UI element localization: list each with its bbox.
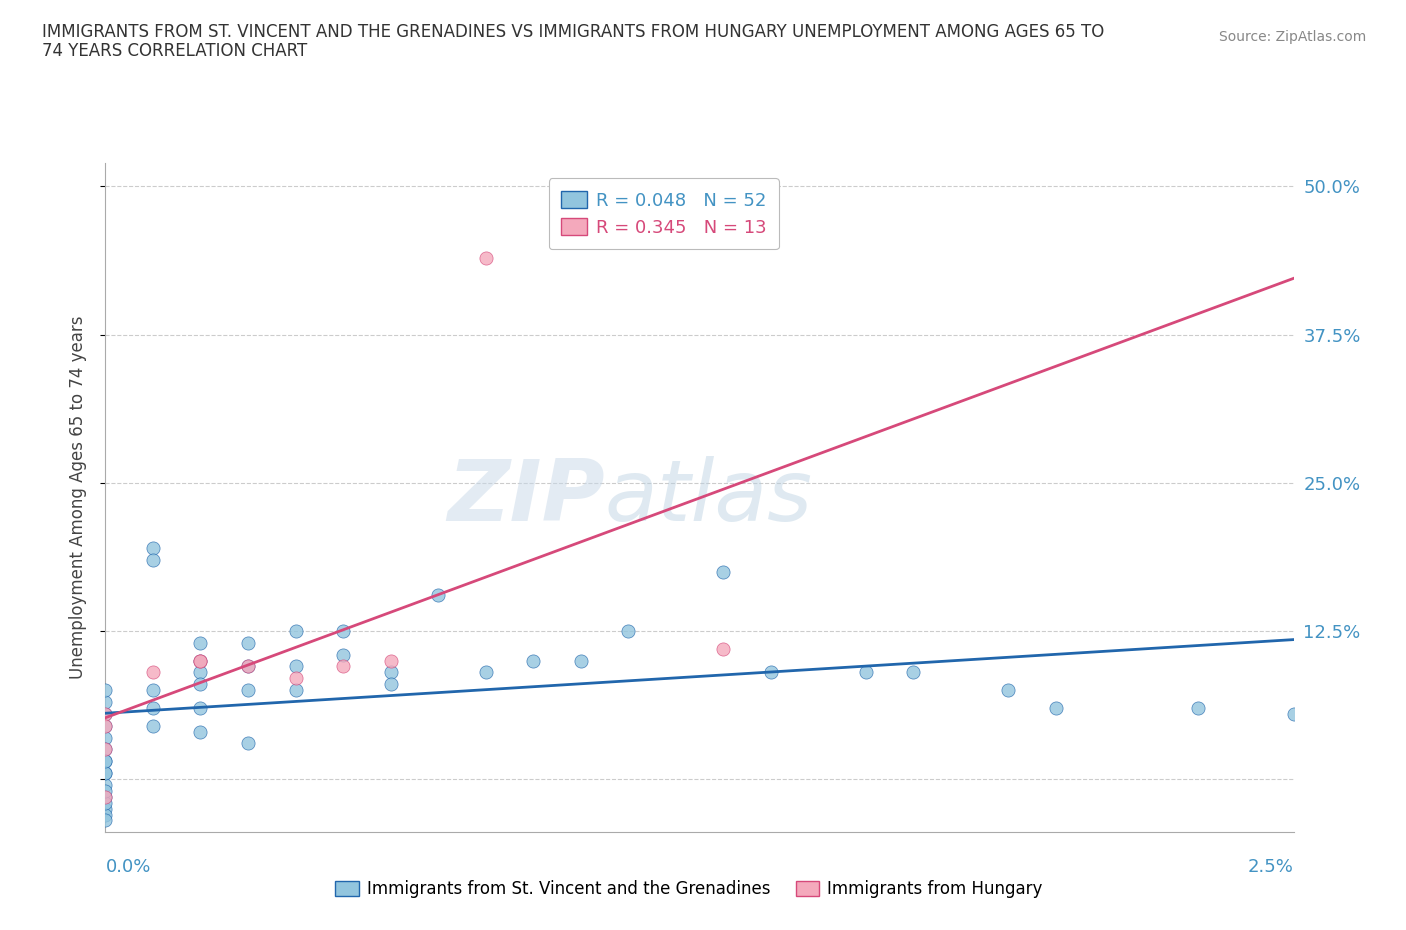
Point bbox=[94, 695, 117, 710]
Point bbox=[94, 707, 117, 722]
Point bbox=[522, 653, 544, 668]
Point bbox=[94, 742, 117, 757]
Point bbox=[711, 565, 734, 579]
Point bbox=[94, 783, 117, 798]
Point bbox=[94, 777, 117, 792]
Point bbox=[190, 724, 212, 739]
Text: atlas: atlas bbox=[605, 456, 813, 539]
Point bbox=[94, 790, 117, 804]
Point bbox=[94, 813, 117, 828]
Text: 2.5%: 2.5% bbox=[1247, 857, 1294, 876]
Y-axis label: Unemployment Among Ages 65 to 74 years: Unemployment Among Ages 65 to 74 years bbox=[69, 316, 87, 679]
Point bbox=[855, 665, 877, 680]
Point bbox=[236, 659, 259, 674]
Point bbox=[94, 765, 117, 780]
Point bbox=[284, 683, 307, 698]
Text: IMMIGRANTS FROM ST. VINCENT AND THE GRENADINES VS IMMIGRANTS FROM HUNGARY UNEMPL: IMMIGRANTS FROM ST. VINCENT AND THE GREN… bbox=[42, 23, 1105, 41]
Point bbox=[711, 641, 734, 656]
Point bbox=[569, 653, 592, 668]
Text: Source: ZipAtlas.com: Source: ZipAtlas.com bbox=[1219, 30, 1367, 44]
Point bbox=[190, 677, 212, 692]
Point bbox=[94, 742, 117, 757]
Point bbox=[759, 665, 782, 680]
Point bbox=[94, 730, 117, 745]
Legend: R = 0.048   N = 52, R = 0.345   N = 13: R = 0.048 N = 52, R = 0.345 N = 13 bbox=[548, 179, 779, 249]
Point bbox=[236, 683, 259, 698]
Point bbox=[190, 653, 212, 668]
Point bbox=[94, 683, 117, 698]
Point bbox=[94, 718, 117, 733]
Point bbox=[236, 659, 259, 674]
Point bbox=[190, 700, 212, 715]
Point bbox=[190, 665, 212, 680]
Point bbox=[903, 665, 925, 680]
Point bbox=[1187, 700, 1209, 715]
Point bbox=[94, 790, 117, 804]
Point bbox=[142, 683, 165, 698]
Point bbox=[190, 635, 212, 650]
Text: 74 YEARS CORRELATION CHART: 74 YEARS CORRELATION CHART bbox=[42, 42, 308, 60]
Point bbox=[997, 683, 1019, 698]
Point bbox=[380, 677, 402, 692]
Point bbox=[142, 665, 165, 680]
Point bbox=[94, 807, 117, 822]
Point bbox=[142, 700, 165, 715]
Point bbox=[236, 635, 259, 650]
Text: ZIP: ZIP bbox=[447, 456, 605, 539]
Point bbox=[284, 671, 307, 685]
Point bbox=[284, 659, 307, 674]
Point bbox=[94, 795, 117, 810]
Point bbox=[284, 623, 307, 638]
Point bbox=[474, 665, 496, 680]
Point bbox=[332, 659, 354, 674]
Point bbox=[94, 718, 117, 733]
Point bbox=[380, 665, 402, 680]
Text: 0.0%: 0.0% bbox=[105, 857, 150, 876]
Point bbox=[190, 653, 212, 668]
Point bbox=[142, 552, 165, 567]
Point bbox=[617, 623, 640, 638]
Point bbox=[142, 540, 165, 555]
Point bbox=[332, 647, 354, 662]
Point bbox=[190, 653, 212, 668]
Point bbox=[427, 588, 450, 603]
Point bbox=[332, 623, 354, 638]
Point bbox=[380, 653, 402, 668]
Point bbox=[94, 707, 117, 722]
Point bbox=[142, 718, 165, 733]
Point bbox=[94, 765, 117, 780]
Point bbox=[1045, 700, 1067, 715]
Point bbox=[236, 736, 259, 751]
Point bbox=[94, 754, 117, 769]
Point bbox=[1282, 707, 1305, 722]
Legend: Immigrants from St. Vincent and the Grenadines, Immigrants from Hungary: Immigrants from St. Vincent and the Gren… bbox=[329, 873, 1049, 905]
Point bbox=[94, 802, 117, 817]
Point bbox=[474, 250, 496, 265]
Point bbox=[94, 754, 117, 769]
